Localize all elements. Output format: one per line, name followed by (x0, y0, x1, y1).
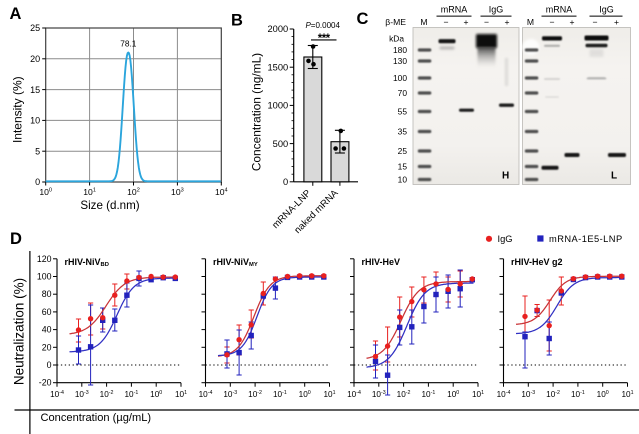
svg-text:0: 0 (283, 177, 288, 187)
svg-text:−: − (592, 17, 597, 27)
svg-text:kDa: kDa (389, 34, 404, 44)
svg-text:Concentration (ng/mL): Concentration (ng/mL) (249, 53, 263, 171)
svg-text:10-1: 10-1 (124, 390, 138, 399)
svg-text:C: C (357, 10, 369, 28)
svg-text:rHIV-HeV: rHIV-HeV (362, 257, 401, 267)
svg-text:***: *** (318, 33, 331, 45)
svg-text:β-ME: β-ME (385, 17, 406, 27)
svg-text:rHIV-NiVBD: rHIV-NiVBD (65, 257, 109, 268)
svg-text:10-1: 10-1 (273, 390, 287, 399)
svg-text:100: 100 (447, 390, 459, 399)
svg-text:+: + (569, 17, 574, 27)
svg-text:M: M (527, 17, 534, 27)
svg-text:10-2: 10-2 (100, 390, 114, 399)
svg-text:60: 60 (42, 307, 52, 317)
svg-text:2000: 2000 (268, 24, 289, 34)
svg-text:Size (d.nm): Size (d.nm) (80, 199, 139, 212)
svg-text:Intensity (%): Intensity (%) (11, 76, 25, 143)
svg-text:100: 100 (39, 187, 52, 197)
svg-text:IgG: IgG (489, 5, 504, 15)
svg-text:−: − (443, 17, 448, 27)
svg-text:55: 55 (398, 107, 408, 117)
svg-text:IgG: IgG (599, 5, 614, 15)
svg-text:101: 101 (175, 390, 187, 399)
svg-text:500: 500 (273, 139, 289, 149)
svg-text:0: 0 (35, 177, 40, 187)
svg-text:mRNA-1E5-LNP: mRNA-1E5-LNP (549, 234, 623, 244)
svg-text:M: M (420, 17, 427, 27)
svg-text:10-4: 10-4 (199, 390, 213, 399)
svg-text:120: 120 (37, 254, 52, 264)
svg-text:10-4: 10-4 (347, 390, 361, 399)
svg-text:100: 100 (299, 390, 311, 399)
svg-text:101: 101 (472, 390, 484, 399)
svg-text:10-3: 10-3 (223, 390, 237, 399)
svg-text:B: B (231, 12, 243, 30)
svg-text:101: 101 (83, 187, 96, 197)
svg-text:104: 104 (215, 187, 228, 197)
svg-text:100: 100 (393, 73, 407, 83)
svg-text:H: H (502, 171, 509, 182)
svg-text:102: 102 (127, 187, 140, 197)
svg-text:130: 130 (393, 56, 407, 66)
svg-text:Neutralization (%): Neutralization (%) (12, 278, 27, 385)
svg-text:10-1: 10-1 (421, 390, 435, 399)
svg-text:1000: 1000 (268, 101, 289, 111)
svg-text:mRNA: mRNA (546, 5, 573, 15)
svg-text:10-2: 10-2 (248, 390, 262, 399)
svg-text:D: D (10, 230, 22, 248)
svg-text:15: 15 (398, 162, 408, 172)
svg-text:-20: -20 (39, 378, 52, 388)
svg-text:70: 70 (398, 88, 408, 98)
svg-text:10-3: 10-3 (372, 390, 386, 399)
svg-text:10-2: 10-2 (397, 390, 411, 399)
svg-text:40: 40 (42, 325, 52, 335)
svg-text:10: 10 (30, 116, 40, 126)
svg-text:20: 20 (30, 54, 40, 64)
svg-text:+: + (614, 17, 619, 27)
svg-text:A: A (10, 5, 22, 23)
svg-text:IgG: IgG (498, 234, 513, 244)
svg-text:10-3: 10-3 (75, 390, 89, 399)
svg-text:101: 101 (621, 390, 633, 399)
svg-text:mRNA: mRNA (441, 5, 468, 15)
svg-text:5: 5 (35, 146, 40, 156)
svg-text:L: L (611, 171, 617, 182)
svg-text:+: + (504, 17, 509, 27)
svg-text:78.1: 78.1 (120, 39, 137, 49)
svg-text:1500: 1500 (268, 62, 289, 72)
svg-text:101: 101 (323, 390, 335, 399)
svg-text:103: 103 (171, 187, 184, 197)
svg-text:rHIV-NiVMY: rHIV-NiVMY (213, 257, 258, 268)
svg-text:35: 35 (398, 127, 408, 137)
svg-text:80: 80 (42, 289, 52, 299)
svg-text:10-4: 10-4 (497, 390, 511, 399)
svg-text:100: 100 (150, 390, 162, 399)
svg-text:25: 25 (398, 146, 408, 156)
svg-text:0: 0 (47, 360, 52, 370)
svg-text:10-4: 10-4 (50, 390, 64, 399)
svg-text:10-3: 10-3 (521, 390, 535, 399)
svg-text:180: 180 (393, 45, 407, 55)
svg-text:−: − (549, 17, 554, 27)
svg-text:10-2: 10-2 (546, 390, 560, 399)
svg-text:+: + (463, 17, 468, 27)
svg-text:10: 10 (398, 175, 408, 185)
svg-text:15: 15 (30, 85, 40, 95)
svg-text:rHIV-HeV g2: rHIV-HeV g2 (511, 257, 563, 267)
svg-text:20: 20 (42, 342, 52, 352)
svg-text:100: 100 (597, 390, 609, 399)
svg-text:−: − (484, 17, 489, 27)
svg-text:Concentration (µg/mL): Concentration (µg/mL) (41, 412, 152, 424)
svg-text:25: 25 (30, 23, 40, 33)
svg-text:100: 100 (37, 272, 52, 282)
svg-text:10-1: 10-1 (571, 390, 585, 399)
svg-text:P=0.0004: P=0.0004 (305, 21, 340, 30)
